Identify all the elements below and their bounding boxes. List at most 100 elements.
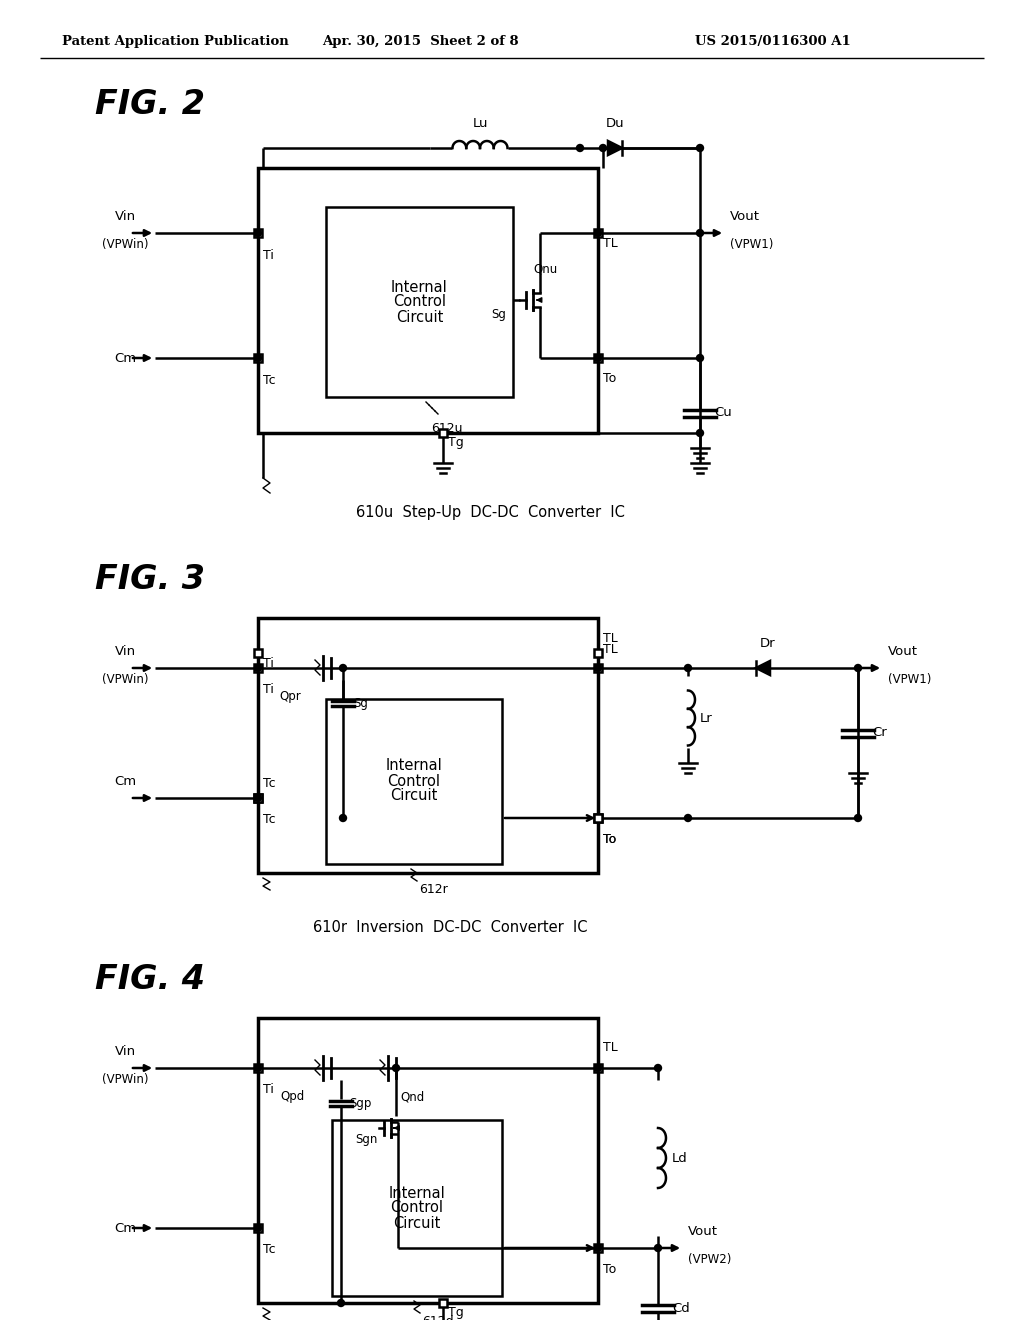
Text: Ti: Ti — [263, 682, 273, 696]
Bar — [594, 814, 602, 822]
Text: (VPW2): (VPW2) — [688, 1253, 731, 1266]
Circle shape — [854, 664, 861, 672]
Circle shape — [696, 230, 703, 236]
Circle shape — [696, 429, 703, 437]
Text: Control: Control — [387, 774, 440, 788]
Text: Lr: Lr — [700, 711, 713, 725]
Bar — [439, 429, 447, 437]
Text: Ti: Ti — [263, 1082, 273, 1096]
Circle shape — [255, 1064, 261, 1072]
Bar — [258, 1018, 598, 1303]
Text: TL: TL — [603, 632, 617, 645]
Text: FIG. 4: FIG. 4 — [95, 964, 205, 997]
Text: Sg: Sg — [492, 308, 506, 321]
Circle shape — [338, 1299, 344, 1307]
Circle shape — [654, 1064, 662, 1072]
Text: US 2015/0116300 A1: US 2015/0116300 A1 — [695, 36, 851, 49]
Circle shape — [255, 230, 261, 236]
Text: Cr: Cr — [872, 726, 887, 739]
Text: 612r: 612r — [419, 883, 447, 896]
Text: 612d: 612d — [422, 1315, 454, 1320]
Text: TL: TL — [603, 643, 617, 656]
Text: 610u  Step-Up  DC-DC  Converter  IC: 610u Step-Up DC-DC Converter IC — [355, 506, 625, 520]
Text: Cm: Cm — [114, 775, 136, 788]
Circle shape — [255, 664, 261, 672]
Text: Cd: Cd — [672, 1302, 690, 1315]
Text: Cu: Cu — [714, 407, 732, 420]
Text: Ti: Ti — [263, 249, 273, 261]
Text: Control: Control — [393, 294, 446, 309]
Bar — [594, 1243, 602, 1251]
Text: Cm: Cm — [114, 1221, 136, 1234]
Text: (VPWin): (VPWin) — [101, 1073, 148, 1086]
Text: Vin: Vin — [115, 210, 135, 223]
Text: Tc: Tc — [263, 777, 275, 789]
Circle shape — [595, 664, 601, 672]
Polygon shape — [756, 661, 770, 675]
Circle shape — [696, 144, 703, 152]
Bar — [258, 618, 598, 873]
Bar — [332, 1119, 502, 1296]
Text: Internal: Internal — [391, 280, 447, 294]
Circle shape — [595, 230, 601, 236]
Circle shape — [599, 144, 606, 152]
Text: To: To — [603, 372, 616, 385]
Bar — [254, 795, 262, 803]
Bar — [594, 1064, 602, 1072]
Text: Vout: Vout — [888, 645, 918, 657]
Text: To: To — [603, 833, 616, 846]
Bar — [254, 354, 262, 362]
Text: Sg: Sg — [353, 697, 368, 710]
Text: Vout: Vout — [688, 1225, 718, 1238]
Text: Sgn: Sgn — [355, 1133, 378, 1146]
Text: Vin: Vin — [115, 1045, 135, 1059]
Circle shape — [654, 1245, 662, 1251]
Circle shape — [595, 1245, 601, 1251]
Text: Patent Application Publication: Patent Application Publication — [62, 36, 289, 49]
Text: Internal: Internal — [389, 1185, 445, 1200]
Text: Apr. 30, 2015  Sheet 2 of 8: Apr. 30, 2015 Sheet 2 of 8 — [322, 36, 518, 49]
Polygon shape — [608, 141, 622, 154]
Circle shape — [255, 795, 261, 801]
Circle shape — [684, 664, 691, 672]
Text: Du: Du — [605, 117, 625, 129]
Text: Tc: Tc — [263, 1243, 275, 1257]
Text: Control: Control — [390, 1200, 443, 1216]
Bar — [254, 795, 262, 803]
Circle shape — [684, 814, 691, 821]
Bar — [439, 1299, 447, 1307]
Text: Ti: Ti — [263, 657, 273, 671]
Bar — [594, 649, 602, 657]
Text: (VPW1): (VPW1) — [888, 673, 932, 686]
Text: (VPW1): (VPW1) — [730, 238, 773, 251]
Circle shape — [577, 144, 584, 152]
Text: FIG. 3: FIG. 3 — [95, 564, 205, 597]
Text: 610r  Inversion  DC-DC  Converter  IC: 610r Inversion DC-DC Converter IC — [312, 920, 587, 936]
Text: Qpd: Qpd — [281, 1090, 305, 1104]
Circle shape — [392, 1064, 399, 1072]
Bar — [326, 207, 513, 397]
Text: Dr: Dr — [760, 638, 776, 649]
Circle shape — [595, 355, 601, 362]
Bar — [254, 649, 262, 657]
Text: Tg: Tg — [449, 436, 464, 449]
Text: Vin: Vin — [115, 645, 135, 657]
Bar — [254, 664, 262, 672]
Bar — [594, 814, 602, 822]
Circle shape — [255, 355, 261, 362]
Text: Tg: Tg — [449, 1305, 464, 1319]
Text: Tc: Tc — [263, 374, 275, 387]
Bar — [254, 228, 262, 238]
Text: Cm: Cm — [114, 351, 136, 364]
Text: Sgp: Sgp — [349, 1097, 372, 1110]
Text: Qnu: Qnu — [534, 263, 557, 276]
Circle shape — [595, 1064, 601, 1072]
Circle shape — [340, 814, 346, 821]
Text: Tc: Tc — [263, 813, 275, 826]
Text: TL: TL — [603, 238, 617, 249]
Circle shape — [255, 1225, 261, 1232]
Text: Ld: Ld — [672, 1151, 688, 1164]
Text: TL: TL — [603, 1041, 617, 1053]
Bar — [326, 700, 502, 865]
Text: (VPWin): (VPWin) — [101, 238, 148, 251]
